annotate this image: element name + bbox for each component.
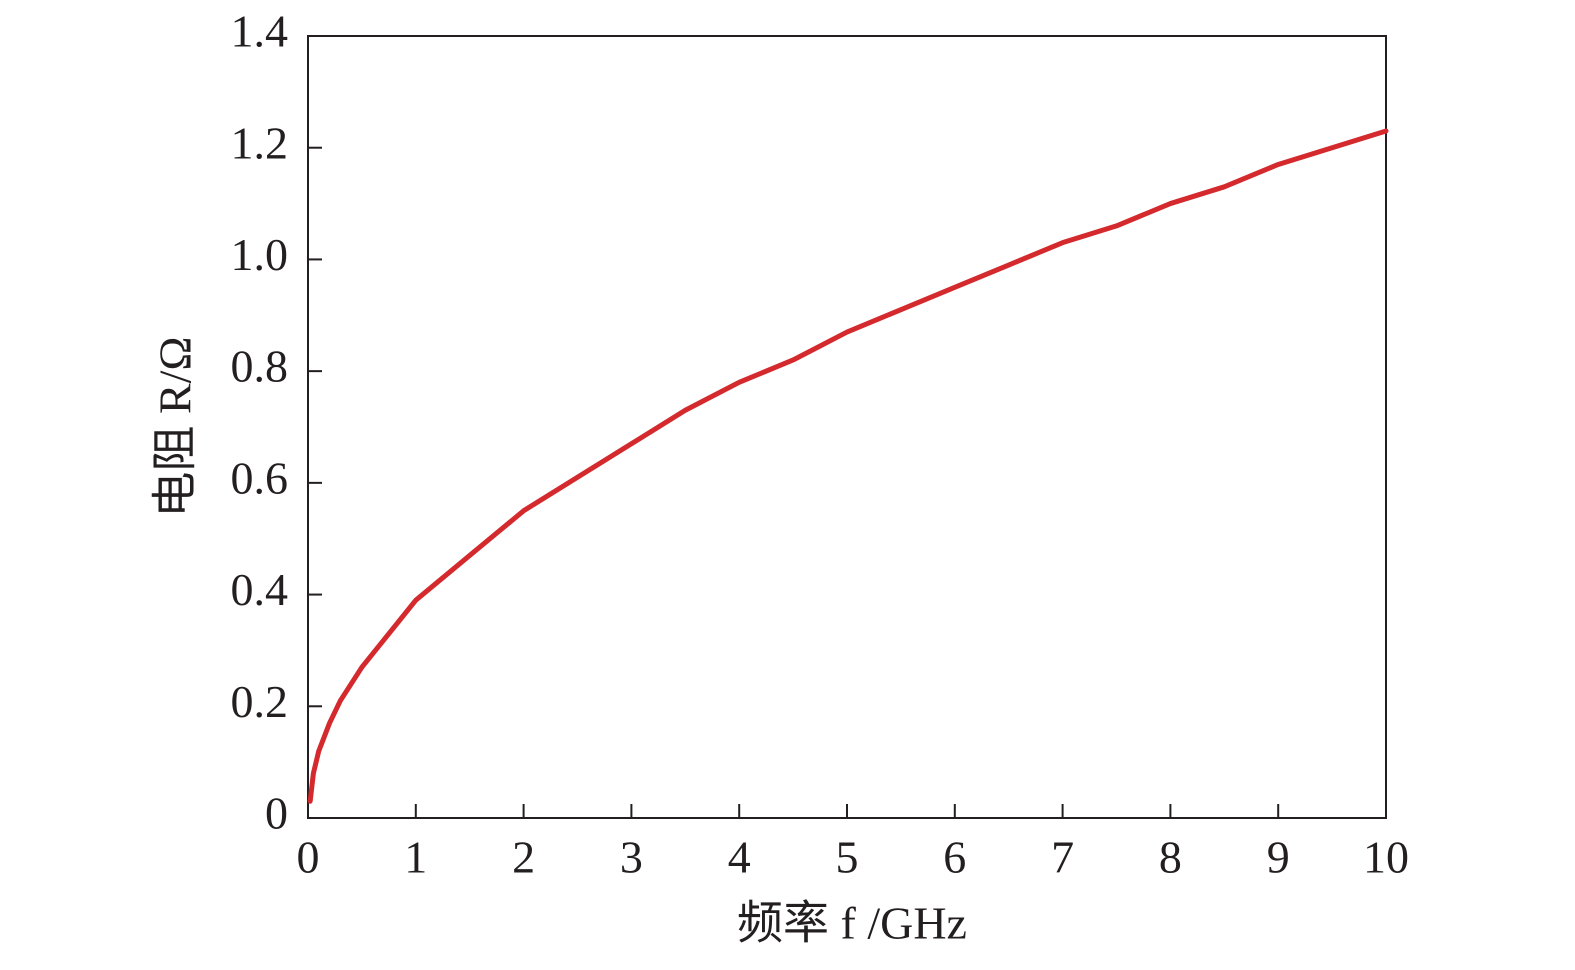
plot-frame: [307, 35, 1387, 819]
y-axis-label: 电阻 R/Ω: [150, 336, 201, 517]
x-tick-label: 8: [1159, 832, 1182, 883]
y-tick-label: 1.0: [231, 229, 289, 280]
y-tick-label: 1.4: [231, 6, 289, 57]
x-tick-label: 0: [297, 832, 320, 883]
y-tick-label: 0.8: [231, 341, 289, 392]
x-tick-label: 1: [404, 832, 427, 883]
x-tick-label: 5: [836, 832, 859, 883]
y-tick-label: 0: [265, 788, 288, 839]
x-tick-label: 9: [1267, 832, 1290, 883]
x-tick-label: 6: [943, 832, 966, 883]
y-tick-label: 1.2: [231, 117, 289, 168]
x-tick-label: 7: [1051, 832, 1074, 883]
y-tick-label: 0.6: [231, 452, 289, 503]
x-tick-label: 4: [728, 832, 751, 883]
data-line: [307, 128, 1389, 804]
y-tick-label: 0.2: [231, 676, 289, 727]
y-tick-label: 0.4: [231, 564, 289, 615]
x-tick-label: 3: [620, 832, 643, 883]
x-tick-label: 10: [1363, 832, 1409, 883]
x-axis-label: 频率 f /GHz: [737, 898, 967, 949]
x-tick-label: 2: [512, 832, 535, 883]
